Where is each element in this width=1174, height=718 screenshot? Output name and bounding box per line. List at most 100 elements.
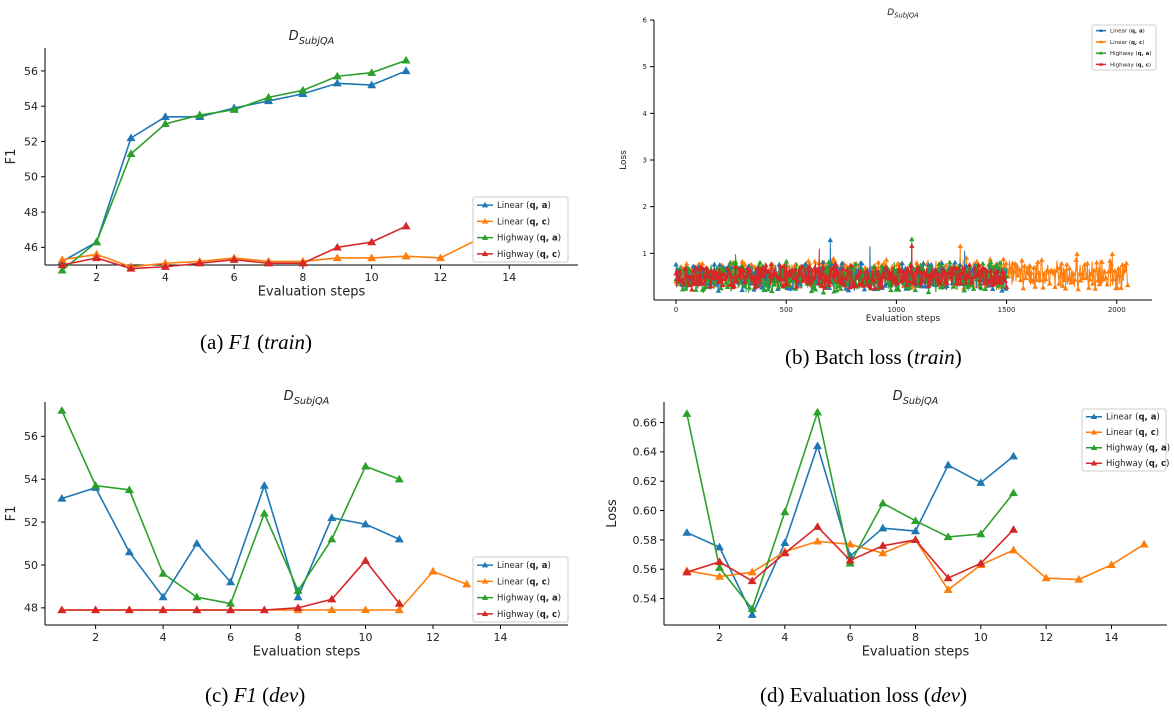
point-marker: [995, 282, 1002, 288]
point-marker: [1123, 260, 1130, 266]
legend-marker: [1090, 444, 1098, 450]
point-marker: [747, 268, 753, 273]
point-marker: [57, 406, 67, 414]
point-marker: [944, 280, 950, 286]
point-marker: [160, 262, 170, 270]
point-marker: [911, 516, 920, 524]
point-marker: [986, 277, 993, 283]
x-tick-label: 8: [912, 631, 919, 644]
point-marker: [744, 265, 751, 271]
point-marker: [686, 268, 692, 273]
point-marker: [332, 71, 342, 80]
point-marker: [757, 259, 763, 265]
point-marker: [428, 566, 438, 575]
point-marker: [743, 273, 749, 279]
x-tick-label: 10: [974, 631, 988, 644]
point-marker: [711, 261, 718, 267]
point-marker: [394, 605, 404, 614]
series-0: [57, 481, 404, 601]
point-marker: [192, 605, 202, 614]
y-tick-label: 0.56: [633, 563, 658, 576]
point-marker: [1087, 276, 1093, 282]
point-marker: [1047, 280, 1053, 286]
point-marker: [677, 268, 683, 274]
point-marker: [229, 255, 239, 263]
point-marker: [808, 278, 814, 284]
point-marker: [1016, 266, 1022, 272]
legend-label: Highway (q, c): [1110, 62, 1151, 68]
point-marker: [890, 272, 897, 278]
point-marker: [845, 555, 855, 564]
point-marker: [822, 285, 828, 290]
point-marker: [806, 260, 813, 266]
y-axis-label: Loss: [605, 499, 620, 528]
point-marker: [57, 605, 67, 614]
point-marker: [874, 269, 881, 275]
point-marker: [810, 283, 816, 289]
point-marker: [757, 269, 764, 275]
point-marker: [894, 280, 901, 286]
point-marker: [936, 261, 942, 266]
x-tick-label: 12: [1039, 631, 1053, 644]
point-marker: [701, 285, 707, 291]
point-marker: [898, 278, 905, 283]
point-marker: [124, 605, 134, 614]
legend-marker: [481, 594, 489, 600]
point-marker: [687, 274, 694, 280]
point-marker: [401, 66, 411, 75]
point-marker: [980, 260, 986, 266]
chart-panel-c: 2 4 6 8 10 12 14 48 50 52 54 56 Evaluation steps F1 DS…: [0, 380, 587, 670]
y-tick-label: 48: [24, 602, 38, 615]
point-marker: [810, 275, 817, 281]
point-marker: [715, 557, 725, 566]
point-marker: [840, 266, 846, 272]
point-marker: [1053, 267, 1060, 273]
point-marker: [980, 264, 986, 270]
point-marker: [988, 259, 994, 265]
point-marker: [927, 263, 933, 269]
point-marker: [780, 283, 786, 289]
point-marker: [976, 558, 986, 567]
point-marker: [999, 287, 1005, 293]
point-marker: [771, 281, 778, 287]
point-marker: [727, 259, 733, 265]
point-marker: [1079, 271, 1085, 276]
point-marker: [714, 274, 720, 279]
point-marker: [818, 272, 824, 277]
y-tick-label: 0.54: [633, 592, 658, 605]
point-marker: [1090, 280, 1096, 286]
legend-box: [472, 196, 569, 263]
legend-label: Highway (q, a): [1110, 51, 1151, 57]
point-marker: [911, 271, 917, 277]
point-marker: [859, 260, 865, 266]
point-marker: [1015, 272, 1021, 278]
point-marker: [716, 262, 723, 267]
point-marker: [226, 605, 236, 614]
point-marker: [813, 407, 823, 416]
x-tick-label: 0: [674, 306, 678, 314]
point-marker: [57, 255, 67, 263]
series-line: [61, 410, 400, 605]
point-marker: [948, 274, 954, 280]
legend-box: [1081, 408, 1167, 472]
point-marker: [698, 264, 704, 270]
legend-label: Highway (q, c): [1106, 459, 1169, 469]
point-marker: [1011, 269, 1017, 274]
legend-label: Highway (q, a): [1106, 444, 1170, 454]
point-marker: [1125, 282, 1131, 288]
point-marker: [1073, 257, 1079, 262]
point-marker: [792, 266, 798, 272]
point-marker: [881, 273, 887, 279]
point-marker: [1105, 268, 1112, 274]
point-marker: [1115, 265, 1122, 271]
point-marker: [998, 279, 1004, 285]
point-marker: [920, 266, 926, 272]
point-marker: [401, 221, 411, 230]
x-tick-label: 2: [92, 631, 99, 644]
point-marker: [1052, 284, 1058, 290]
point-marker: [943, 585, 953, 593]
point-marker: [965, 274, 971, 280]
point-marker: [327, 534, 337, 543]
point-marker: [777, 263, 784, 269]
point-marker: [902, 274, 909, 280]
